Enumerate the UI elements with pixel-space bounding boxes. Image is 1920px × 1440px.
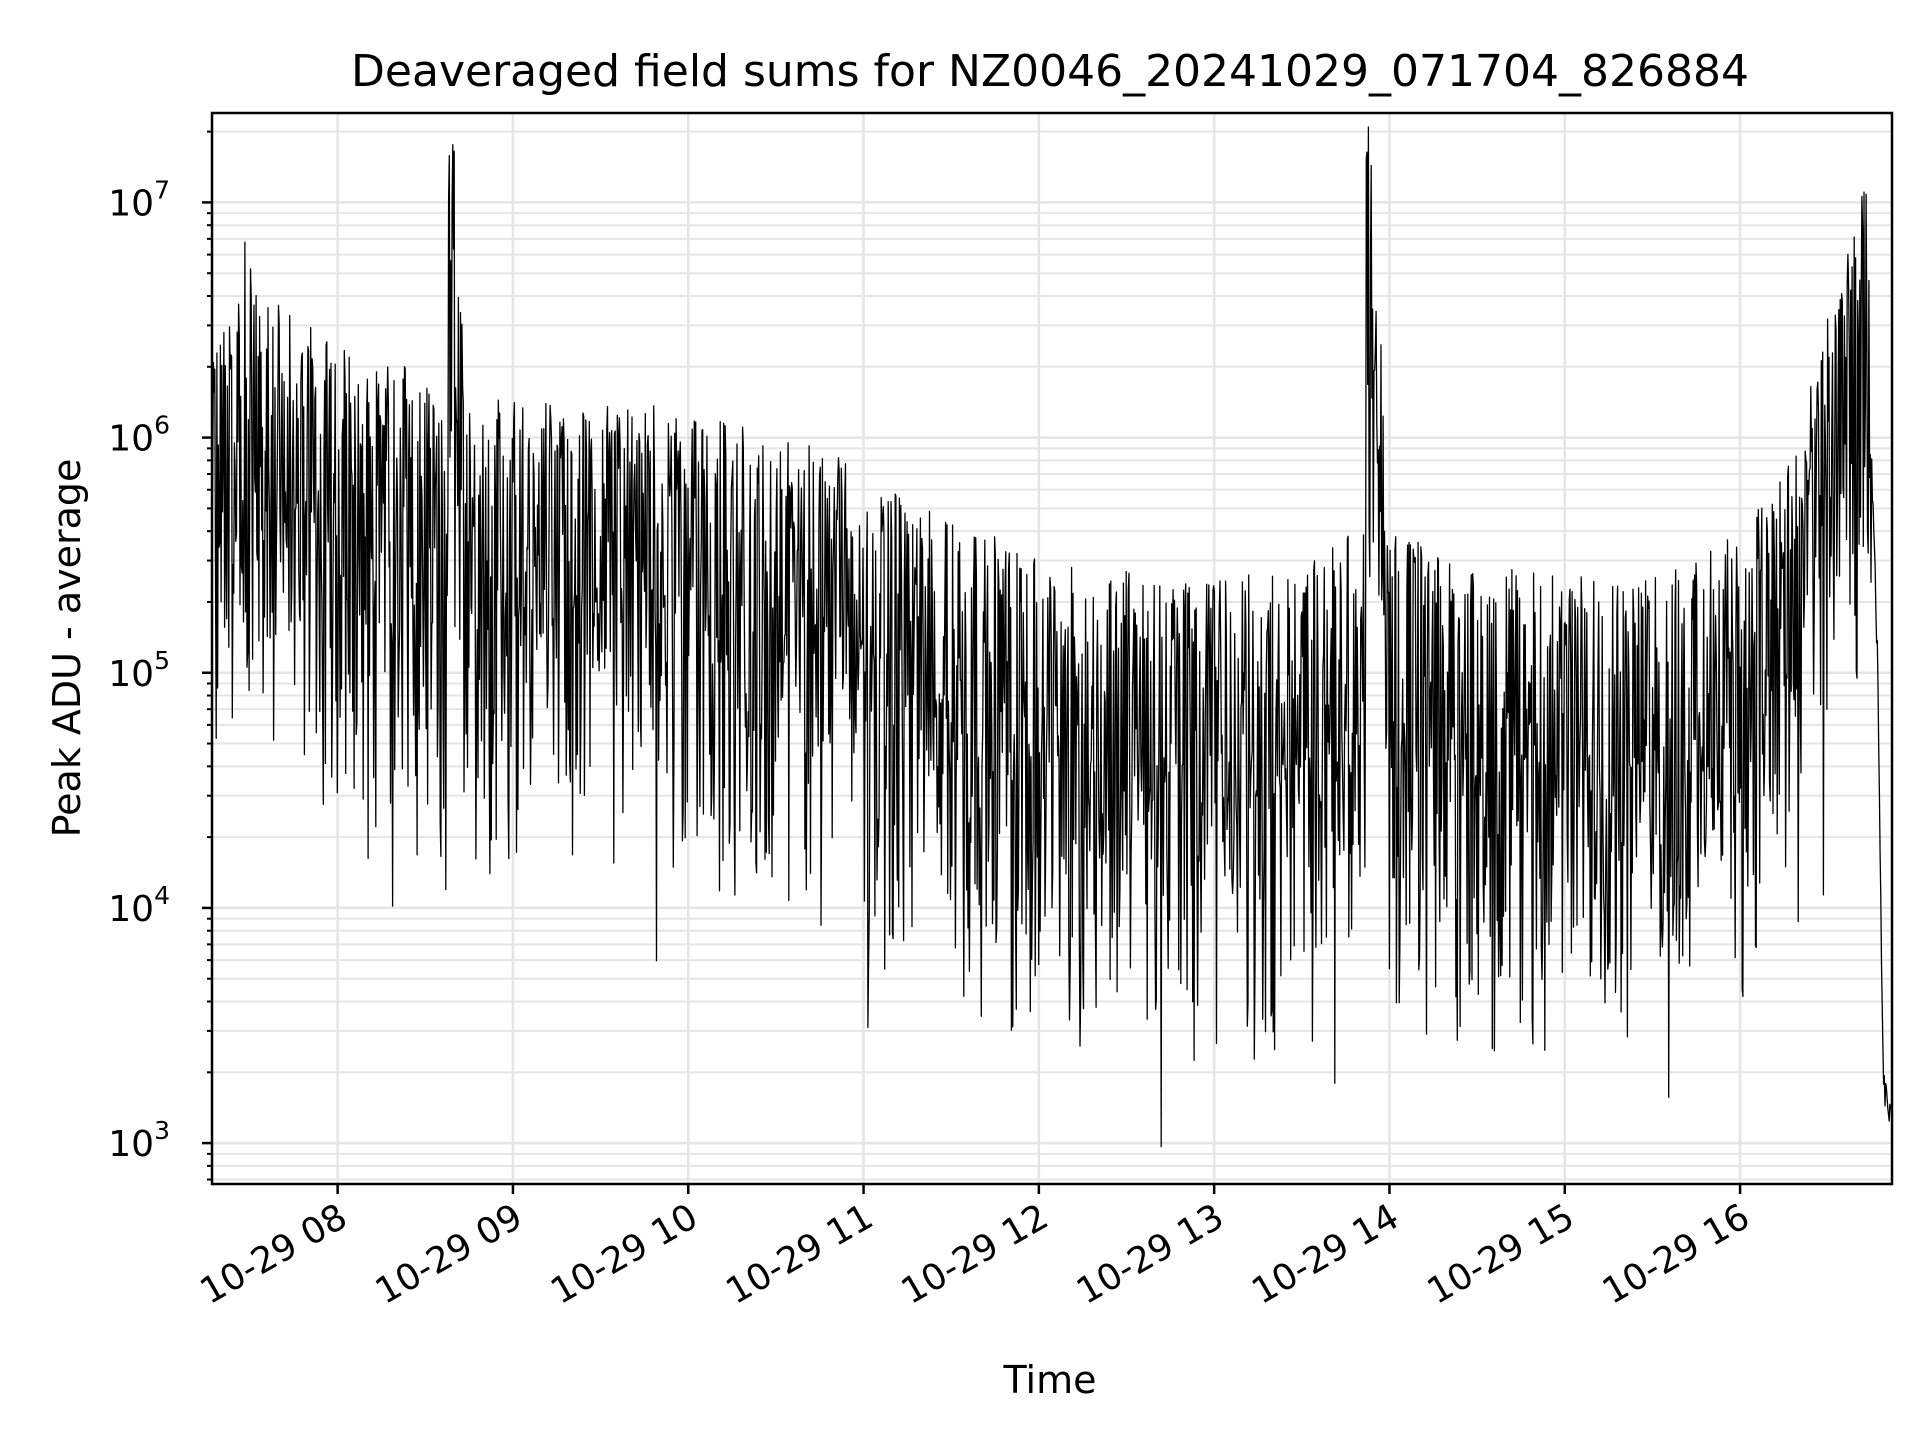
chart-title: Deaveraged field sums for NZ0046_2024102… [351,46,1749,97]
x-axis-label: Time [1003,1358,1097,1402]
y-axis-label: Peak ADU - average [45,459,89,838]
y-tick-label: 103 [108,1116,170,1165]
series-line [211,126,1893,1148]
plot-frame [210,111,1894,1186]
series-layer [211,126,1893,1148]
